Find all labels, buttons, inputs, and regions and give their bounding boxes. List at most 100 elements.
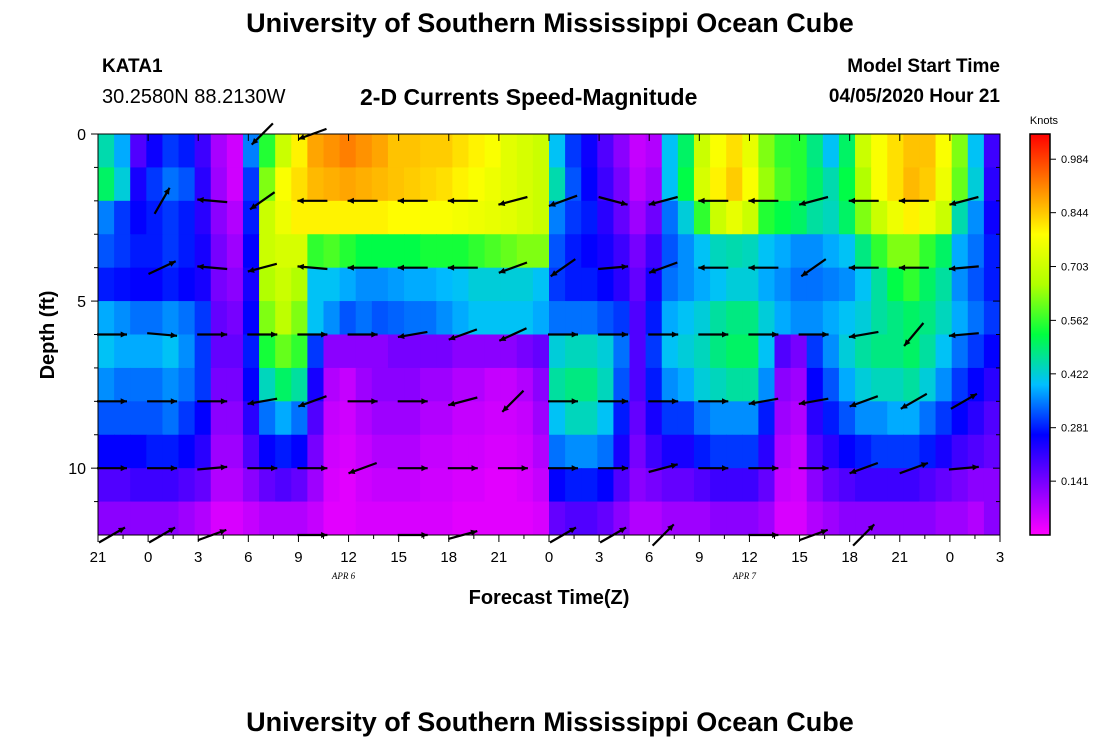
heatmap-cell — [887, 234, 904, 269]
heatmap-cell — [98, 234, 115, 269]
heatmap-cell — [935, 501, 953, 535]
heatmap-cell — [549, 401, 566, 436]
heatmap-cell — [275, 234, 292, 269]
heatmap-cell — [935, 134, 953, 169]
vector-head — [499, 335, 507, 341]
heatmap-cell — [162, 468, 180, 503]
vector-head — [271, 465, 278, 472]
heatmap-cell — [452, 267, 470, 302]
vector-head — [321, 465, 328, 472]
heatmap-cell — [371, 267, 389, 302]
heatmap-cell — [629, 167, 647, 202]
heatmap-cell — [516, 267, 534, 302]
heatmap-cell — [710, 401, 727, 436]
heatmap-cell — [468, 434, 486, 469]
vector-head — [321, 331, 328, 338]
heatmap-cell — [532, 167, 550, 202]
heatmap-cell — [693, 468, 711, 503]
heatmap-cell — [871, 401, 888, 436]
heatmap-cell — [371, 301, 389, 336]
heatmap-cell — [436, 367, 453, 402]
heatmap-cell — [210, 401, 228, 436]
heatmap-cell — [710, 501, 727, 535]
heatmap-cell — [742, 234, 759, 269]
heatmap-cell — [452, 501, 470, 535]
heatmap-cell — [919, 267, 937, 302]
vector-head — [801, 270, 809, 277]
heatmap-cell — [581, 234, 598, 269]
heatmap-cell — [887, 200, 904, 235]
heatmap-cell — [935, 301, 953, 336]
heatmap-cell — [130, 301, 147, 336]
heatmap-cell — [114, 401, 131, 436]
heatmap-cell — [210, 200, 228, 235]
heatmap-cell — [629, 234, 647, 269]
heatmap-cell — [822, 334, 840, 369]
heatmap-cell — [500, 234, 518, 269]
vector-head — [220, 331, 228, 338]
heatmap-cell — [838, 167, 856, 202]
heatmap-cell — [645, 468, 663, 503]
heatmap-cell — [597, 401, 615, 436]
vector-head — [571, 331, 578, 338]
heatmap-cell — [629, 334, 647, 369]
heatmap-cell — [710, 134, 727, 169]
heatmap-cell — [146, 200, 164, 235]
vector-head — [470, 529, 478, 536]
vector-head — [820, 529, 828, 535]
heatmap-cell — [242, 200, 260, 235]
heatmap-cell — [404, 401, 421, 436]
heatmap-cell — [855, 200, 872, 235]
heatmap-cell — [210, 301, 228, 336]
heatmap-cell — [871, 200, 888, 235]
vector-head — [120, 465, 127, 472]
heatmap-cell — [146, 367, 164, 402]
heatmap-cell — [919, 167, 937, 202]
heatmap-cell — [758, 301, 776, 336]
heatmap-cell — [565, 134, 582, 169]
heatmap-cell — [484, 334, 502, 369]
heatmap-cell — [871, 167, 888, 202]
heatmap-cell — [758, 501, 776, 535]
heatmap-cell — [355, 401, 373, 436]
heatmap-cell — [387, 134, 405, 169]
heatmap-cell — [983, 234, 1000, 269]
heatmap-cell — [259, 401, 276, 436]
heatmap-cell — [275, 501, 292, 535]
vector-head — [220, 398, 228, 405]
heatmap-cell — [291, 267, 308, 302]
heatmap-cell — [806, 501, 824, 535]
heatmap-cell — [194, 501, 212, 535]
heatmap-cell — [146, 434, 164, 469]
station-id: KATA1 — [102, 56, 163, 77]
heatmap-cell — [774, 234, 792, 269]
heatmap-cell — [935, 367, 953, 402]
heatmap-cell — [983, 301, 1000, 336]
heatmap-cell — [210, 134, 228, 169]
vector-head — [621, 263, 629, 270]
vector-head — [219, 529, 227, 535]
x-tick-label: 9 — [695, 549, 703, 566]
y-axis: 0 5 10 — [68, 127, 1000, 503]
vector-head — [571, 398, 578, 405]
heatmap-cell — [114, 367, 131, 402]
heatmap-cell — [452, 401, 470, 436]
heatmap-cell — [146, 334, 164, 369]
heatmap-cell — [210, 367, 228, 402]
heatmap-cell — [661, 234, 679, 269]
heatmap-cell — [500, 367, 518, 402]
heatmap-cell — [549, 334, 566, 369]
station-coordinates: 30.2580N 88.2130W — [102, 86, 286, 108]
heatmap-cell — [307, 468, 325, 503]
heatmap-cell — [500, 434, 518, 469]
heatmap-cell — [919, 367, 937, 402]
heatmap-cell — [516, 468, 534, 503]
heatmap-cell — [98, 334, 115, 369]
heatmap-cell — [790, 434, 808, 469]
heatmap-cell — [98, 267, 115, 302]
colorbar-tick-label: 0.281 — [1061, 423, 1089, 435]
vector-head — [972, 464, 979, 471]
heatmap-cell — [790, 501, 808, 535]
heatmap-cell — [130, 134, 147, 169]
heatmap-cell — [855, 501, 872, 535]
